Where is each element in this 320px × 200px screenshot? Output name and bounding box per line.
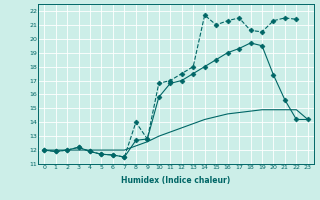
X-axis label: Humidex (Indice chaleur): Humidex (Indice chaleur) xyxy=(121,176,231,185)
